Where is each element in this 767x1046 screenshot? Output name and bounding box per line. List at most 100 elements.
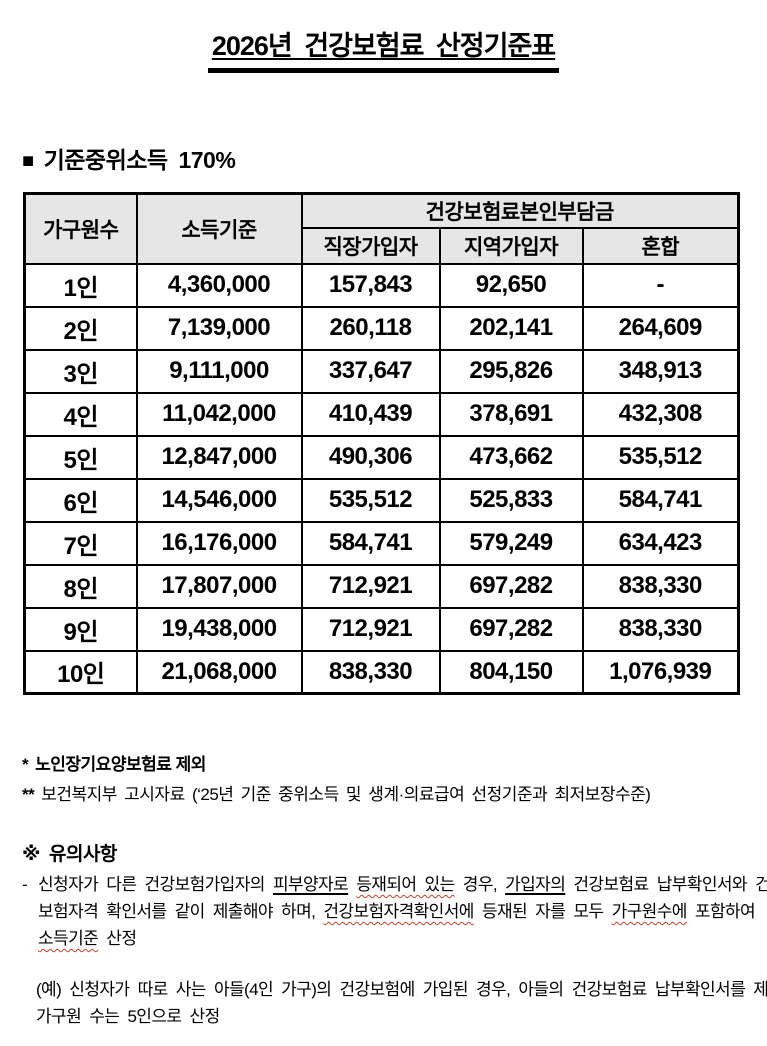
notice-line-3: 소득기준 산정 xyxy=(22,925,762,952)
footnote-long-term-care: * 노인장기요양보험료 제외 xyxy=(22,750,206,775)
notice-example: (예) 신청자가 따로 사는 아들(4인 가구)의 건강보험에 가입된 경우, … xyxy=(36,976,767,1030)
cell-income: 17,807,000 xyxy=(135,563,303,609)
cell-income: 16,176,000 xyxy=(135,520,303,566)
notice-line-2: 보험자격 확인서를 같이 제출해야 하며, 건강보험자격확인서에 등재된 자를 … xyxy=(22,898,762,925)
cell-workplace: 490,306 xyxy=(300,434,441,480)
cell-household: 4인 xyxy=(23,391,138,437)
cell-mixed: 634,423 xyxy=(581,520,740,566)
premium-table-body: 1인 4,360,000 157,843 92,650 - 2인 7,139,0… xyxy=(23,262,740,695)
cell-workplace: 260,118 xyxy=(300,305,441,351)
notice-text-spellcheck: 건강보험자격확인서에 xyxy=(323,902,474,921)
notice-text: 신청자가 다른 건강보험가입자의 xyxy=(38,875,273,894)
cell-income: 19,438,000 xyxy=(135,606,303,652)
cell-regional: 697,282 xyxy=(438,563,584,609)
example-line-1: (예) 신청자가 따로 사는 아들(4인 가구)의 건강보험에 가입된 경우, … xyxy=(36,980,767,999)
cell-regional: 378,691 xyxy=(438,391,584,437)
cell-mixed: 264,609 xyxy=(581,305,740,351)
table-row: 3인 9,111,000 337,647 295,826 348,913 xyxy=(23,348,740,394)
cell-income: 11,042,000 xyxy=(135,391,303,437)
table-row: 5인 12,847,000 490,306 473,662 535,512 xyxy=(23,434,740,480)
section-heading: ■ 기준중위소득 170% xyxy=(22,141,236,175)
col-header-premium-group: 건강보험료본인부담금 xyxy=(300,192,740,228)
table-row: 1인 4,360,000 157,843 92,650 - xyxy=(23,262,740,308)
notice-text: 등재된 자를 모두 xyxy=(473,902,612,921)
notice-text: 경우, xyxy=(454,875,506,894)
cell-workplace: 157,843 xyxy=(300,262,441,308)
cell-regional: 295,826 xyxy=(438,348,584,394)
cell-mixed: 838,330 xyxy=(581,606,740,652)
cell-income: 9,111,000 xyxy=(135,348,303,394)
col-header-mixed: 혼합 xyxy=(581,226,740,265)
footnote-text: 보건복지부 고시자료 (‘25년 기준 중위소득 및 생계·의료급여 선정기준과… xyxy=(41,785,651,804)
asterisk-marker: * xyxy=(22,755,29,774)
notice-text-underlined: 가입자의 xyxy=(505,875,566,894)
cell-income: 7,139,000 xyxy=(135,305,303,351)
example-line-2: 가구원 수는 5인으로 산정 xyxy=(36,1007,220,1026)
notice-text: 건강보험료 납부확인서와 건강 xyxy=(565,875,767,894)
reference-mark-icon: ※ xyxy=(22,844,40,865)
cell-household: 7인 xyxy=(23,520,138,566)
notice-heading: ※ 유의사항 xyxy=(22,839,117,866)
cell-regional: 804,150 xyxy=(438,649,584,695)
col-header-income: 소득기준 xyxy=(135,192,303,265)
cell-household: 1인 xyxy=(23,262,138,308)
cell-workplace: 838,330 xyxy=(300,649,441,695)
cell-household: 8인 xyxy=(23,563,138,609)
cell-mixed: 432,308 xyxy=(581,391,740,437)
notice-text: 보험자격 확인서를 같이 제출해야 하며, xyxy=(38,902,324,921)
premium-table: 가구원수 소득기준 건강보험료본인부담금 직장가입자 지역가입자 혼합 1인 4… xyxy=(23,192,741,695)
table-row: 6인 14,546,000 535,512 525,833 584,741 xyxy=(23,477,740,523)
notice-text: 산정 xyxy=(98,929,137,948)
cell-income: 12,847,000 xyxy=(135,434,303,480)
notice-text-underlined: 피부양자로 xyxy=(272,875,349,894)
cell-regional: 92,650 xyxy=(438,262,584,308)
cell-household: 6인 xyxy=(23,477,138,523)
cell-mixed: - xyxy=(581,262,740,308)
table-row: 4인 11,042,000 410,439 378,691 432,308 xyxy=(23,391,740,437)
cell-household: 2인 xyxy=(23,305,138,351)
title-block: 2026년 건강보험료 산정기준표 xyxy=(0,24,767,73)
cell-income: 4,360,000 xyxy=(135,262,303,308)
notice-text-spellcheck: 소득기준 xyxy=(38,929,99,948)
cell-household: 3인 xyxy=(23,348,138,394)
section-heading-label: 기준중위소득 170% xyxy=(43,147,236,173)
cell-income: 14,546,000 xyxy=(135,477,303,523)
cell-regional: 697,282 xyxy=(438,606,584,652)
cell-mixed: 535,512 xyxy=(581,434,740,480)
cell-mixed: 838,330 xyxy=(581,563,740,609)
notice-heading-label: 유의사항 xyxy=(48,844,117,865)
cell-workplace: 337,647 xyxy=(300,348,441,394)
cell-mixed: 1,076,939 xyxy=(581,649,740,695)
table-row: 2인 7,139,000 260,118 202,141 264,609 xyxy=(23,305,740,351)
footnote-source: ** 보건복지부 고시자료 (‘25년 기준 중위소득 및 생계·의료급여 선정기… xyxy=(22,780,651,805)
cell-mixed: 584,741 xyxy=(581,477,740,523)
cell-workplace: 535,512 xyxy=(300,477,441,523)
cell-mixed: 348,913 xyxy=(581,348,740,394)
cell-household: 10인 xyxy=(23,649,138,695)
cell-household: 9인 xyxy=(23,606,138,652)
dash-bullet: - xyxy=(22,875,28,894)
cell-regional: 473,662 xyxy=(438,434,584,480)
header-row-sub: 직장가입자 지역가입자 혼합 xyxy=(25,226,740,265)
page-title: 2026년 건강보험료 산정기준표 xyxy=(207,24,560,73)
notice-text-spellcheck: 등재되어 있는 xyxy=(356,875,455,894)
notice-body: - 신청자가 다른 건강보험가입자의 피부양자로 등재되어 있는 경우, 가입자의… xyxy=(22,871,767,952)
table-row: 10인 21,068,000 838,330 804,150 1,076,939 xyxy=(23,649,740,695)
table-row: 8인 17,807,000 712,921 697,282 838,330 xyxy=(23,563,740,609)
cell-workplace: 584,741 xyxy=(300,520,441,566)
cell-regional: 202,141 xyxy=(438,305,584,351)
cell-workplace: 712,921 xyxy=(300,606,441,652)
double-asterisk-marker: ** xyxy=(22,785,35,804)
header-row-group: 가구원수 소득기준 건강보험료본인부담금 xyxy=(23,192,740,265)
notice-text-spellcheck: 가구원수에 xyxy=(611,902,688,921)
cell-workplace: 712,921 xyxy=(300,563,441,609)
footnote-text: 노인장기요양보험료 제외 xyxy=(35,755,206,774)
square-bullet-icon: ■ xyxy=(22,150,34,172)
table-row: 9인 19,438,000 712,921 697,282 838,330 xyxy=(23,606,740,652)
table-row: 7인 16,176,000 584,741 579,249 634,423 xyxy=(23,520,740,566)
cell-income: 21,068,000 xyxy=(135,649,303,695)
cell-household: 5인 xyxy=(23,434,138,480)
notice-text: 포함하여 xyxy=(686,902,756,921)
col-header-workplace: 직장가입자 xyxy=(300,226,441,265)
